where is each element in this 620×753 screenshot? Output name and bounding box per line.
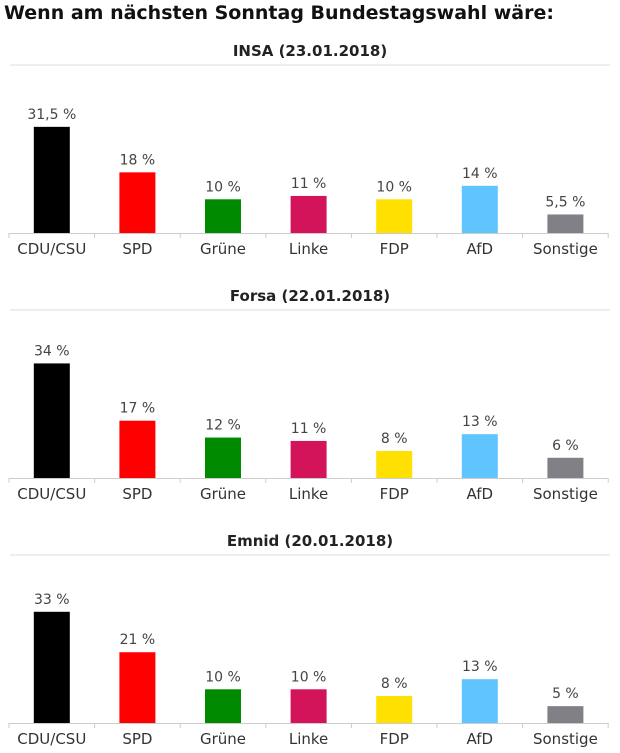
category-label: CDU/CSU bbox=[17, 485, 86, 503]
value-label: 21 % bbox=[120, 632, 156, 648]
value-label: 14 % bbox=[462, 166, 498, 182]
value-label: 10 % bbox=[205, 179, 241, 195]
bar bbox=[33, 363, 70, 478]
value-label: 17 % bbox=[120, 401, 156, 417]
value-label: 11 % bbox=[291, 176, 327, 192]
bar bbox=[290, 195, 327, 233]
category-label: Sonstige bbox=[533, 240, 598, 258]
value-label: 11 % bbox=[291, 421, 327, 437]
poll-chart-2: Emnid (20.01.2018) 33 % CDU/CSU 21 % SPD 10 %… bbox=[8, 532, 610, 748]
category-label: Linke bbox=[289, 730, 328, 748]
bar bbox=[547, 457, 584, 478]
category-label: Sonstige bbox=[533, 485, 598, 503]
poll-chart-0: INSA (23.01.2018) 31,5 % CDU/CSU 18 % SPD 10 … bbox=[8, 42, 610, 258]
bar bbox=[290, 689, 327, 723]
category-label: AfD bbox=[467, 485, 494, 503]
chart-title: Forsa (22.01.2018) bbox=[230, 287, 390, 305]
category-label: Grüne bbox=[200, 730, 246, 748]
category-label: FDP bbox=[380, 485, 409, 503]
bar bbox=[33, 126, 70, 233]
value-label: 33 % bbox=[34, 592, 70, 608]
bar bbox=[290, 440, 327, 478]
category-label: AfD bbox=[467, 730, 494, 748]
category-label: SPD bbox=[122, 240, 152, 258]
value-label: 5,5 % bbox=[545, 194, 585, 210]
chart-title: Emnid (20.01.2018) bbox=[227, 532, 393, 550]
value-label: 5 % bbox=[552, 686, 579, 702]
bar bbox=[33, 611, 70, 723]
value-label: 12 % bbox=[205, 418, 241, 434]
category-label: Grüne bbox=[200, 485, 246, 503]
category-label: CDU/CSU bbox=[17, 730, 86, 748]
value-label: 8 % bbox=[381, 676, 408, 692]
value-label: 13 % bbox=[462, 659, 498, 675]
category-label: Grüne bbox=[200, 240, 246, 258]
category-label: SPD bbox=[122, 730, 152, 748]
category-label: SPD bbox=[122, 485, 152, 503]
value-label: 31,5 % bbox=[27, 107, 76, 123]
bar bbox=[547, 214, 584, 233]
category-label: FDP bbox=[380, 730, 409, 748]
value-label: 34 % bbox=[34, 343, 70, 359]
chart-title: INSA (23.01.2018) bbox=[233, 42, 387, 60]
poll-chart-1: Forsa (22.01.2018) 34 % CDU/CSU 17 % SPD 12 %… bbox=[8, 287, 610, 503]
category-label: CDU/CSU bbox=[17, 240, 86, 258]
bar bbox=[461, 679, 498, 723]
bar bbox=[376, 199, 413, 233]
page-title: Wenn am nächsten Sonntag Bundestagswahl … bbox=[4, 2, 554, 24]
bar bbox=[205, 689, 241, 723]
bar bbox=[119, 420, 156, 478]
category-label: Linke bbox=[289, 240, 328, 258]
bar bbox=[119, 172, 156, 233]
value-label: 10 % bbox=[291, 669, 327, 685]
category-label: AfD bbox=[467, 240, 494, 258]
bar bbox=[205, 199, 241, 233]
category-label: Linke bbox=[289, 485, 328, 503]
bar bbox=[119, 652, 156, 723]
category-label: FDP bbox=[380, 240, 409, 258]
value-label: 13 % bbox=[462, 414, 498, 430]
value-label: 10 % bbox=[376, 179, 412, 195]
value-label: 6 % bbox=[552, 438, 579, 454]
bar bbox=[547, 706, 584, 723]
value-label: 10 % bbox=[205, 669, 241, 685]
bar bbox=[461, 185, 498, 233]
bar bbox=[461, 434, 498, 478]
bar bbox=[376, 696, 413, 723]
value-label: 8 % bbox=[381, 431, 408, 447]
category-label: Sonstige bbox=[533, 730, 598, 748]
bar bbox=[376, 451, 413, 478]
value-label: 18 % bbox=[120, 152, 156, 168]
bar bbox=[205, 437, 241, 478]
